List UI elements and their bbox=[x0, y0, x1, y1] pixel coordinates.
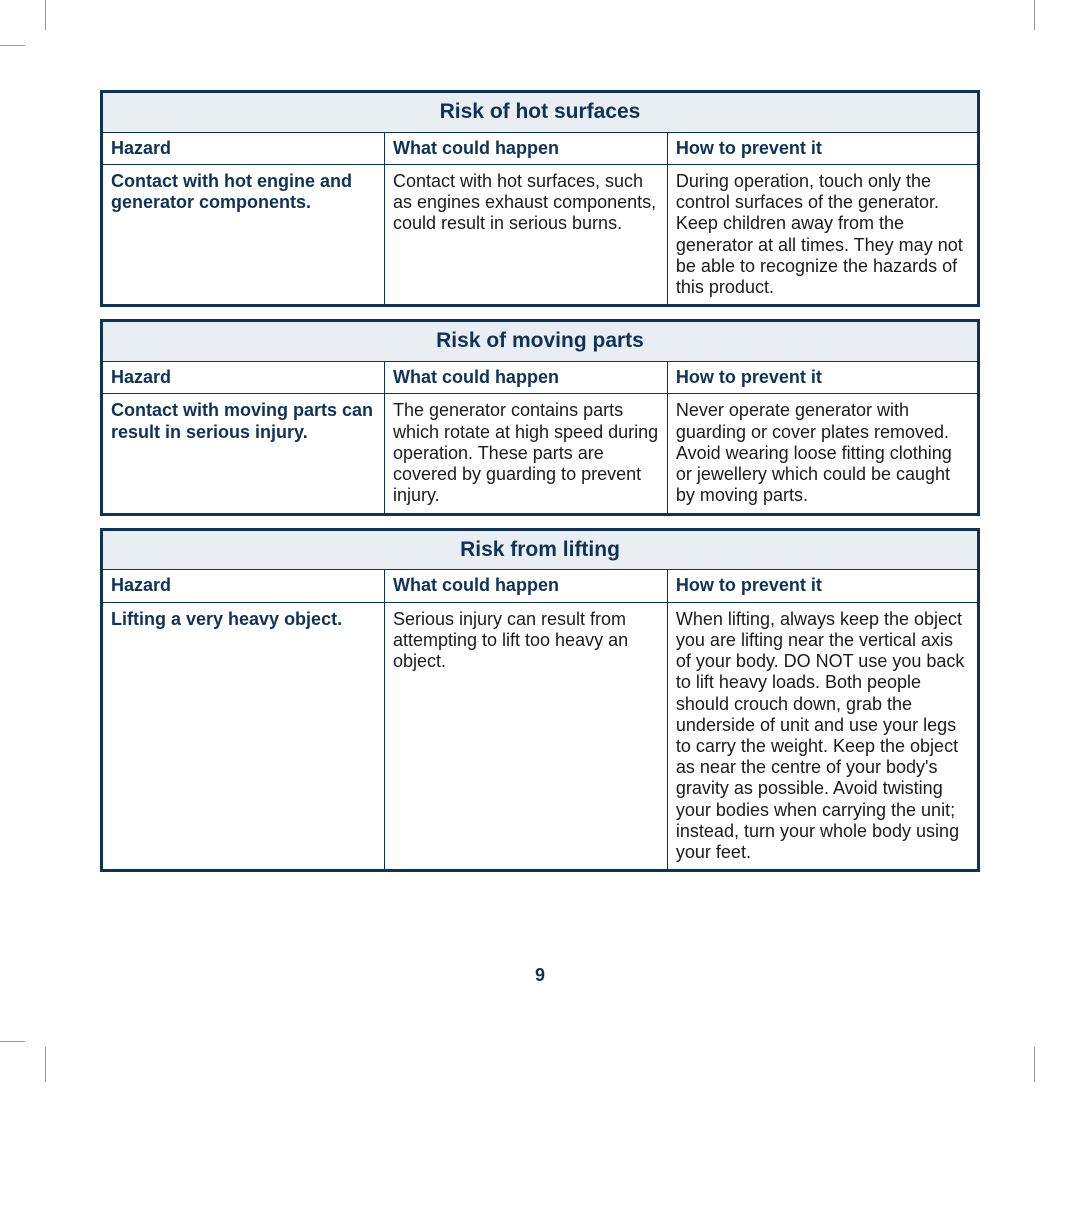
table-header-row: Hazard What could happen How to prevent … bbox=[102, 132, 979, 164]
crop-mark bbox=[1034, 0, 1035, 30]
risk-table-moving-parts: Risk of moving parts Hazard What could h… bbox=[100, 319, 980, 515]
table-title: Risk from lifting bbox=[102, 529, 979, 570]
risk-table-hot-surfaces: Risk of hot surfaces Hazard What could h… bbox=[100, 90, 980, 307]
col-header-prevent: How to prevent it bbox=[667, 570, 978, 602]
page-content: Risk of hot surfaces Hazard What could h… bbox=[100, 90, 980, 884]
col-header-what: What could happen bbox=[384, 570, 667, 602]
hazard-cell: Lifting a very heavy object. bbox=[102, 602, 385, 871]
what-cell: Contact with hot surfaces, such as engin… bbox=[384, 165, 667, 306]
table-title: Risk of moving parts bbox=[102, 321, 979, 362]
table-title-row: Risk from lifting bbox=[102, 529, 979, 570]
crop-mark bbox=[0, 1041, 25, 1042]
prevent-cell: Never operate generator with guarding or… bbox=[667, 394, 978, 514]
crop-mark bbox=[1034, 1047, 1035, 1082]
table-body-row: Lifting a very heavy object. Serious inj… bbox=[102, 602, 979, 871]
table-header-row: Hazard What could happen How to prevent … bbox=[102, 362, 979, 394]
hazard-cell: Contact with moving parts can result in … bbox=[102, 394, 385, 514]
col-header-hazard: Hazard bbox=[102, 570, 385, 602]
page-number: 9 bbox=[100, 965, 980, 986]
table-title-row: Risk of hot surfaces bbox=[102, 92, 979, 133]
what-cell: The generator contains parts which rotat… bbox=[384, 394, 667, 514]
col-header-prevent: How to prevent it bbox=[667, 132, 978, 164]
col-header-what: What could happen bbox=[384, 132, 667, 164]
col-header-hazard: Hazard bbox=[102, 362, 385, 394]
col-header-hazard: Hazard bbox=[102, 132, 385, 164]
hazard-cell: Contact with hot engine and generator co… bbox=[102, 165, 385, 306]
table-header-row: Hazard What could happen How to prevent … bbox=[102, 570, 979, 602]
table-body-row: Contact with moving parts can result in … bbox=[102, 394, 979, 514]
crop-mark bbox=[0, 45, 25, 46]
crop-mark bbox=[45, 0, 46, 30]
col-header-what: What could happen bbox=[384, 362, 667, 394]
table-body-row: Contact with hot engine and generator co… bbox=[102, 165, 979, 306]
prevent-cell: When lifting, always keep the object you… bbox=[667, 602, 978, 871]
what-cell: Serious injury can result from attemptin… bbox=[384, 602, 667, 871]
crop-mark bbox=[45, 1047, 46, 1082]
prevent-cell: During operation, touch only the control… bbox=[667, 165, 978, 306]
table-title-row: Risk of moving parts bbox=[102, 321, 979, 362]
risk-table-lifting: Risk from lifting Hazard What could happ… bbox=[100, 528, 980, 873]
col-header-prevent: How to prevent it bbox=[667, 362, 978, 394]
table-title: Risk of hot surfaces bbox=[102, 92, 979, 133]
